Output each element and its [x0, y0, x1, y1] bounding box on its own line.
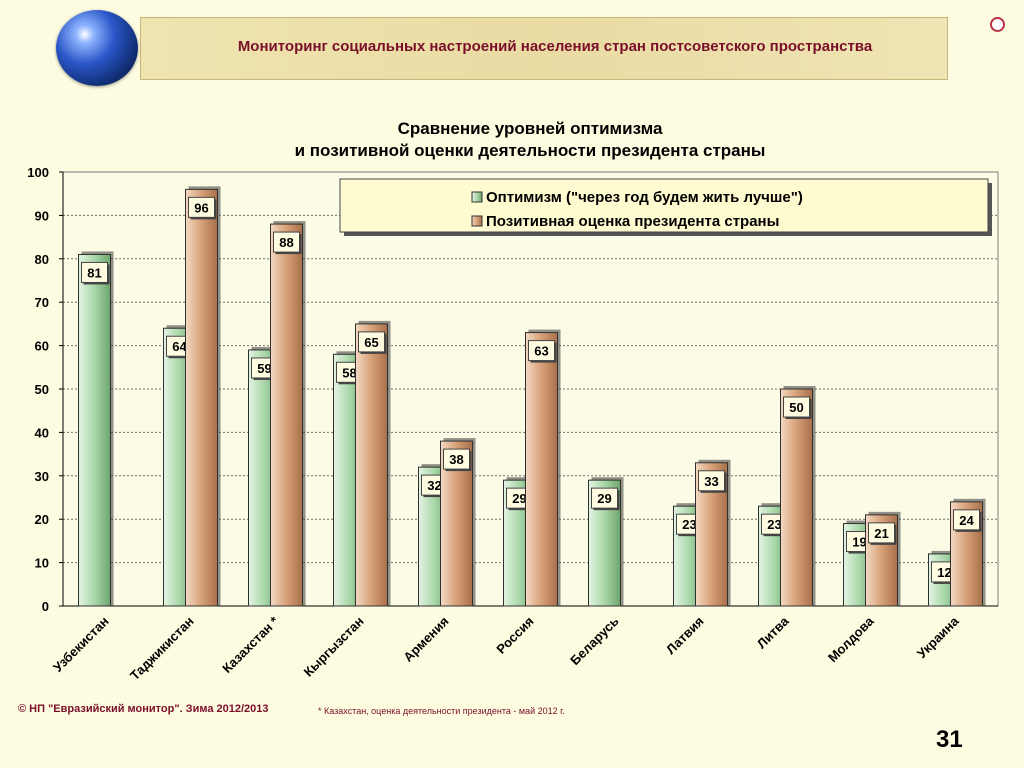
y-tick-label: 50 — [35, 382, 49, 397]
legend-label-optimism: Оптимизм ("через год будем жить лучше") — [486, 189, 803, 206]
data-label: 59 — [257, 361, 271, 376]
data-label-box — [358, 331, 385, 353]
data-label-box — [868, 522, 895, 544]
chart-title: Сравнение уровней оптимизма и позитивной… — [200, 118, 860, 162]
y-tick-label: 60 — [35, 339, 49, 354]
data-label: 38 — [449, 452, 463, 467]
data-label: 63 — [534, 344, 548, 359]
data-label: 29 — [512, 491, 526, 506]
category-label: Кыргызстан — [301, 614, 367, 680]
category-label: Россия — [493, 614, 536, 657]
bar-approval — [355, 323, 388, 607]
data-label: 23 — [682, 517, 696, 532]
org-logo-icon — [990, 17, 1005, 32]
category-label: Литва — [754, 613, 792, 651]
bar-optimism — [78, 253, 111, 607]
data-label-box — [953, 509, 980, 531]
category-label: Узбекистан — [50, 614, 112, 676]
y-tick-label: 90 — [35, 208, 49, 223]
data-label: 88 — [279, 235, 293, 250]
category-label: Армения — [400, 614, 451, 665]
data-label: 65 — [364, 335, 378, 350]
bar-approval — [185, 188, 218, 607]
banner-title: Мониторинг социальных настроений населен… — [237, 38, 873, 55]
legend-swatch-approval — [471, 215, 483, 227]
footer-copyright: © НП "Евразийский монитор". Зима 2012/20… — [18, 703, 269, 715]
bar-approval — [780, 388, 813, 607]
chart-title-line-2: и позитивной оценки деятельности президе… — [294, 141, 766, 160]
data-label: 29 — [597, 491, 611, 506]
category-label: Латвия — [663, 614, 707, 658]
y-tick-label: 80 — [35, 252, 49, 267]
data-label: 32 — [427, 478, 441, 493]
y-tick-label: 100 — [27, 165, 49, 180]
y-tick-label: 30 — [35, 469, 49, 484]
y-tick-label: 0 — [42, 599, 49, 614]
y-tick-label: 10 — [35, 556, 49, 571]
data-label: 50 — [789, 400, 803, 415]
footer-note: * Казахстан, оценка деятельности президе… — [318, 706, 565, 716]
legend-swatch-optimism — [471, 191, 483, 203]
category-label: Беларусь — [567, 614, 621, 668]
legend — [339, 178, 989, 233]
data-label-box — [81, 261, 108, 283]
category-label: Украина — [914, 613, 962, 661]
y-tick-label: 70 — [35, 295, 49, 310]
y-tick-label: 40 — [35, 425, 49, 440]
data-label-box — [591, 487, 618, 509]
data-label: 23 — [767, 517, 781, 532]
data-label-box — [528, 340, 555, 362]
data-label: 33 — [704, 474, 718, 489]
data-label: 19 — [852, 535, 866, 550]
data-label-box — [188, 196, 215, 218]
data-label: 64 — [172, 339, 187, 354]
category-label: Таджикистан — [127, 614, 197, 684]
data-label-box — [698, 470, 725, 492]
bar-approval — [270, 223, 303, 607]
globe-logo-icon — [56, 10, 138, 86]
category-label: Казахстан * — [219, 613, 282, 676]
data-label: 81 — [87, 265, 101, 280]
data-label-box — [273, 231, 300, 253]
data-label: 58 — [342, 365, 356, 380]
category-label: Молдова — [825, 613, 877, 665]
chart-title-line-1: Сравнение уровней оптимизма — [397, 119, 663, 138]
page-number: 31 — [936, 726, 963, 753]
header-banner: Мониторинг социальных настроений населен… — [140, 17, 948, 80]
data-label: 21 — [874, 526, 888, 541]
data-label-box — [443, 448, 470, 470]
y-tick-label: 20 — [35, 512, 49, 527]
data-label-box — [783, 396, 810, 418]
legend-label-approval: Позитивная оценка президента страны — [486, 213, 779, 230]
data-label: 96 — [194, 200, 208, 215]
data-label: 12 — [937, 565, 951, 580]
bar-approval — [525, 332, 558, 607]
data-label: 24 — [959, 513, 974, 528]
